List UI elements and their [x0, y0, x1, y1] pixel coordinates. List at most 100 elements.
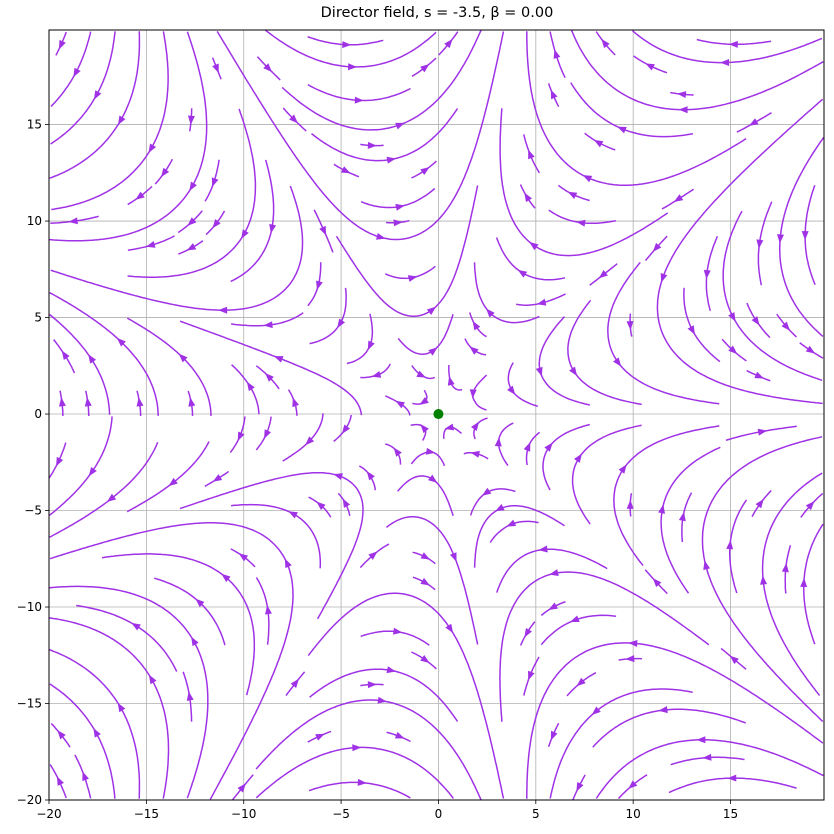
streamline-arrow [524, 192, 532, 203]
streamline-arrow [538, 545, 548, 553]
streamline [746, 302, 771, 339]
streamline-arrow [570, 615, 580, 622]
streamline [265, 29, 437, 68]
streamline-arrow [333, 473, 343, 481]
streamline-arrow [426, 306, 437, 315]
streamline [660, 446, 721, 594]
streamline [570, 30, 824, 111]
streamline-arrow [305, 436, 315, 446]
streamline-arrow [678, 106, 688, 114]
streamline-arrow [703, 560, 711, 570]
y-tick-label: 10 [27, 214, 42, 228]
streamline-arrow [576, 219, 586, 227]
streamline-arrow [613, 357, 622, 367]
streamline-arrow [135, 191, 145, 200]
streamline [255, 699, 482, 801]
streamline [101, 553, 256, 696]
streamline-arrow [801, 231, 809, 241]
y-tick-label: 5 [34, 311, 42, 325]
streamline-arrow [367, 141, 377, 149]
streamline-arrow [221, 573, 231, 583]
streamline-arrow [425, 447, 436, 455]
defect-point-marker [433, 409, 444, 420]
streamline-arrow [658, 504, 665, 514]
streamline-arrow [292, 397, 299, 408]
streamline-arrow [574, 453, 582, 463]
streamline-arrow [342, 498, 351, 508]
streamline [397, 475, 454, 516]
y-tick-label: −15 [17, 697, 42, 711]
streamline-arrow [84, 397, 92, 407]
streamline-arrow [106, 493, 117, 503]
streamline [571, 424, 642, 525]
streamline [469, 312, 487, 338]
streamline [216, 31, 505, 241]
streamline-arrow [264, 429, 272, 439]
streamline [542, 423, 590, 491]
streamline-arrow [494, 437, 502, 447]
streamline [49, 585, 209, 799]
streamline [126, 441, 210, 513]
streamline-arrow [371, 370, 382, 378]
streamline-arrow [340, 166, 351, 174]
streamline-arrow [57, 730, 66, 740]
streamline-arrow [729, 655, 739, 665]
streamline-arrow [354, 96, 364, 104]
streamline-arrow [284, 558, 292, 569]
streamline-arrow [593, 139, 604, 148]
streamline-arrow [368, 551, 378, 560]
streamline [127, 108, 257, 278]
streamline-arrow [316, 280, 323, 291]
streamline-arrow [88, 466, 97, 477]
streamline-arrow [445, 623, 454, 634]
streamline-arrow [237, 431, 245, 442]
streamline-arrow [56, 456, 64, 467]
streamline [469, 488, 516, 516]
streamline-arrow [760, 575, 768, 585]
y-tick-label: 0 [34, 407, 42, 421]
streamline-arrow [576, 782, 584, 792]
streamline-arrow [748, 118, 759, 126]
streamline-arrow [288, 511, 298, 519]
streamline [507, 362, 539, 408]
streamline-arrow [805, 501, 815, 511]
streamline-arrow [495, 504, 505, 512]
streamline-arrow [316, 501, 326, 511]
streamline-arrow [591, 706, 601, 715]
streamline-arrow [625, 655, 635, 663]
streamline-arrow [58, 39, 66, 50]
streamline [346, 313, 374, 365]
streamline-arrow [178, 353, 188, 363]
streamline-arrow [486, 308, 495, 318]
streamline-arrow [550, 89, 558, 100]
streamline-arrow [168, 477, 178, 487]
streamline-arrow [68, 217, 78, 225]
streamline-arrow [191, 636, 199, 647]
streamline-arrow [187, 115, 195, 125]
streamline-arrow [754, 371, 765, 379]
streamline-arrow [342, 41, 352, 49]
streamline-arrow [444, 423, 455, 431]
streamline-arrow [315, 733, 325, 741]
streamline-arrow [273, 356, 284, 363]
streamline-arrow [420, 654, 430, 663]
streamline-arrow [428, 347, 438, 356]
streamline [179, 320, 363, 416]
streamline-arrow [800, 577, 808, 588]
streamline-arrow [117, 702, 126, 713]
streamline [311, 108, 459, 162]
streamline-arrow [727, 774, 737, 782]
streamline-arrow [377, 696, 387, 704]
streamline-arrow [523, 442, 531, 452]
streamline-arrow [420, 577, 430, 586]
streamline-arrow [395, 400, 405, 409]
streamline-arrow [628, 780, 638, 789]
streamline-arrow [696, 736, 706, 744]
streamline [49, 617, 170, 799]
streamline-arrow [678, 511, 686, 522]
chart-title: Director field, s = -3.5, β = 0.00 [320, 5, 554, 21]
streamline [683, 287, 721, 363]
streamline-arrow [673, 194, 684, 203]
x-tick-label: −10 [231, 807, 256, 821]
streamline-arrow [263, 321, 273, 329]
